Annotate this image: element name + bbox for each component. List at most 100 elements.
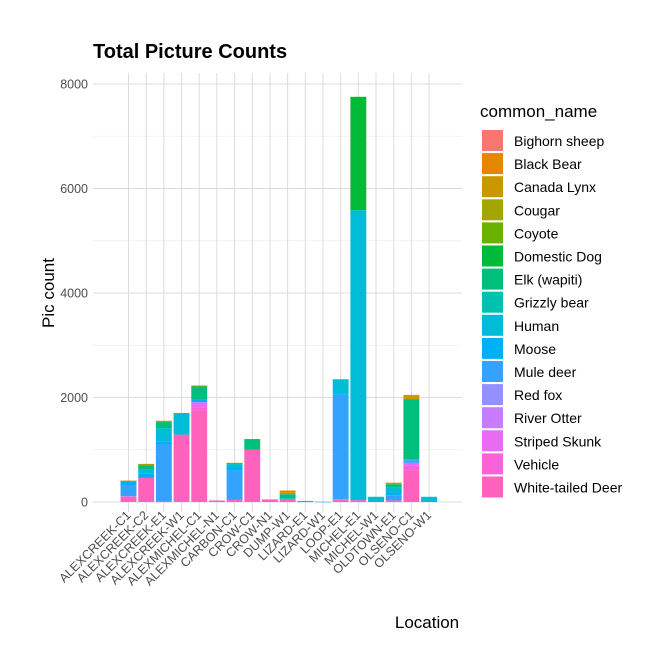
legend-label: Vehicle	[514, 456, 559, 472]
legend-label: White-tailed Deer	[514, 480, 622, 496]
x-axis-title: Location	[395, 613, 459, 632]
legend-swatch	[482, 268, 503, 290]
bar-alexcreek-e1-elk-wapiti	[155, 422, 172, 429]
legend-item-cougar: Cougar	[482, 199, 560, 221]
bar-alexcreek-e1-moose	[155, 441, 172, 444]
bar-crow-c1-coyote	[244, 439, 261, 440]
bar-michel-e1-vehicle	[350, 500, 367, 501]
legend-item-canada-lynx: Canada Lynx	[482, 176, 596, 198]
x-axis-ticks: ALEXCREEK-C1ALEXCREEK-C2ALEXCREEK-E1ALEX…	[56, 508, 434, 588]
bar-stack-michel-e1	[350, 96, 367, 502]
bar-olseno-c1-mule-deer	[403, 460, 420, 463]
bar-lizard-w1-mule-deer	[315, 501, 331, 503]
legend-item-black-bear: Black Bear	[482, 153, 582, 175]
bar-dump-w1-black-bear	[279, 490, 296, 493]
legend-label: Human	[514, 318, 559, 334]
legend-swatch	[482, 199, 503, 221]
bar-carbon-c1-elk-wapiti	[226, 463, 243, 465]
legend: common_name Bighorn sheep Black Bear Canad…	[480, 102, 622, 498]
legend-swatch	[482, 153, 503, 175]
legend-item-human: Human	[482, 314, 559, 336]
legend-label: Red fox	[514, 387, 562, 403]
legend-item-elk-wapiti: Elk (wapiti)	[482, 268, 582, 290]
legend-swatch	[482, 222, 503, 244]
legend-swatch	[482, 384, 503, 406]
bar-loop-e1-vehicle	[332, 499, 349, 500]
bar-stack-lizard-e1	[297, 500, 314, 503]
legend-swatch	[482, 361, 503, 382]
bar-alexmichel-c1-black-bear	[191, 385, 208, 387]
bar-alexmichel-c1-white-tailed-deer	[191, 410, 208, 502]
bar-alexcreek-e1-black-bear	[155, 420, 172, 422]
bar-alexcreek-c1-human	[120, 481, 137, 482]
bar-olseno-c1-canada-lynx	[403, 395, 420, 400]
legend-item-moose: Moose	[482, 337, 556, 359]
legend-label: Moose	[514, 341, 556, 357]
bar-stack-olseno-w1	[421, 496, 438, 502]
legend-item-grizzly-bear: Grizzly bear	[482, 291, 589, 313]
bar-alexcreek-c2-human	[138, 469, 155, 474]
bar-olseno-c1-striped-skunk	[403, 462, 420, 466]
bar-stack-oldtown-e1	[385, 482, 402, 502]
legend-label: Mule deer	[514, 364, 577, 380]
bar-stack-alexcreek-c2	[138, 463, 155, 502]
bar-alexcreek-e1-vehicle	[155, 501, 172, 503]
bar-stack-alexcreek-c1	[120, 480, 137, 502]
bar-olseno-c1-white-tailed-deer	[403, 470, 420, 502]
legend-swatch	[482, 176, 503, 198]
bar-alexcreek-c2-coyote	[138, 464, 155, 466]
bar-oldtown-e1-black-bear	[385, 482, 402, 484]
bar-alexcreek-c2-moose	[138, 473, 155, 478]
legend-swatch	[482, 476, 503, 498]
bar-crow-c1-elk-wapiti	[244, 439, 261, 450]
bar-stack-olseno-c1	[403, 394, 420, 502]
chart-title: Total Picture Counts	[93, 41, 287, 63]
bar-oldtown-e1-coyote	[385, 483, 402, 485]
legend-label: Black Bear	[514, 156, 582, 172]
bar-stack-michel-w1	[368, 496, 384, 502]
bar-alexcreek-c1-moose	[120, 481, 137, 486]
legend-label: Elk (wapiti)	[514, 272, 582, 288]
y-tick-label: 8000	[60, 78, 88, 92]
bar-stack-crow-n1	[261, 499, 278, 502]
bar-crow-c1-white-tailed-deer	[244, 449, 261, 502]
bar-michel-w1-human	[368, 496, 384, 502]
bar-stack-loop-e1	[332, 379, 349, 502]
bar-oldtown-e1-moose	[385, 492, 402, 496]
bar-carbon-c1-black-bear	[226, 462, 243, 464]
bar-oldtown-e1-human	[385, 487, 402, 493]
bar-alexmichel-c1-vehicle	[191, 407, 208, 411]
bar-dump-w1-white-tailed-deer	[279, 499, 296, 502]
legend-item-domestic-dog: Domestic Dog	[482, 245, 602, 267]
legend-label: Grizzly bear	[514, 295, 589, 311]
bar-olseno-c1-human	[403, 459, 420, 461]
legend-item-striped-skunk: Striped Skunk	[482, 430, 602, 452]
bar-lizard-e1-human	[297, 500, 314, 502]
legend-swatch	[482, 314, 503, 336]
bar-dump-w1-elk-wapiti	[279, 494, 296, 499]
y-tick-label: 0	[81, 496, 88, 510]
bar-alexmichel-c1-elk-wapiti	[191, 386, 208, 400]
y-tick-label: 4000	[60, 287, 88, 301]
bar-dump-w1-canada-lynx	[279, 492, 296, 495]
bar-alexmichel-n1-white-tailed-deer	[208, 500, 225, 502]
bar-alexcreek-c1-mule-deer	[120, 485, 137, 497]
bar-stack-dump-w1	[279, 490, 296, 502]
bar-alexcreek-e1-human	[155, 428, 172, 442]
bar-stack-alexcreek-e1	[155, 420, 172, 503]
y-axis-ticks: 0 2000 4000 6000 8000	[60, 78, 88, 510]
legend-swatch	[482, 430, 503, 452]
legend-item-mule-deer: Mule deer	[482, 361, 577, 382]
legend-swatch	[482, 130, 503, 151]
bar-stack-alexcreek-w1	[173, 412, 190, 502]
legend-swatch	[482, 337, 503, 359]
bar-lizard-e1-mule-deer	[297, 501, 314, 503]
bar-carbon-c1-mule-deer	[226, 470, 243, 500]
legend-label: Striped Skunk	[514, 433, 602, 449]
legend-swatch	[482, 453, 503, 475]
legend-item-river-otter: River Otter	[482, 407, 582, 429]
bar-michel-e1-domestic-dog	[350, 96, 367, 211]
legend-item-bighorn-sheep: Bighorn sheep	[482, 130, 605, 151]
bar-carbon-c1-moose	[226, 466, 243, 471]
bar-loop-e1-human	[332, 379, 349, 394]
